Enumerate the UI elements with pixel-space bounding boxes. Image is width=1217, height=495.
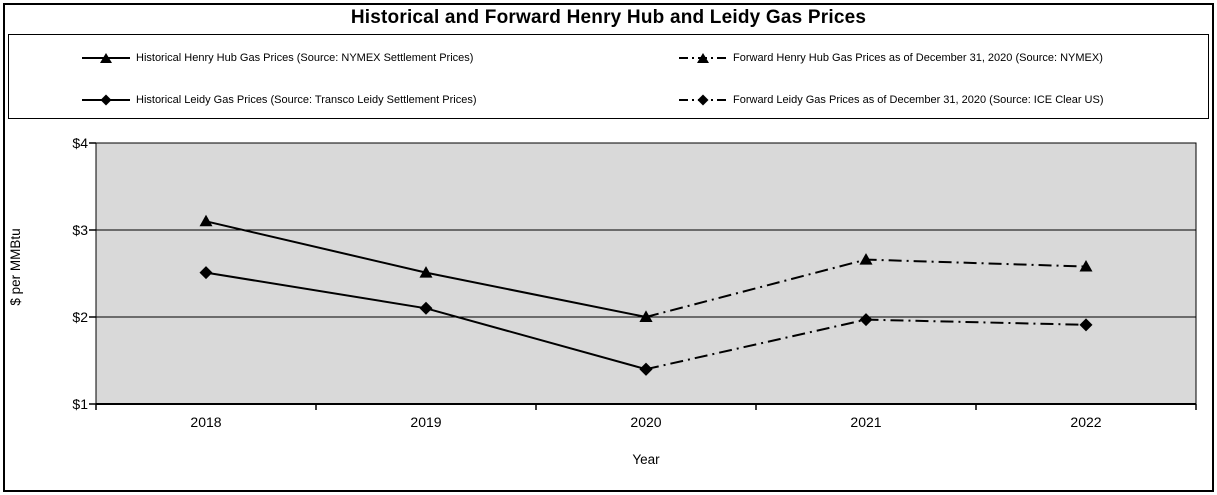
- x-tick-label: 2018: [190, 414, 221, 430]
- y-tick-label: $2: [72, 309, 88, 325]
- chart-title: Historical and Forward Henry Hub and Lei…: [350, 7, 867, 28]
- triangle-data-marker: [419, 266, 433, 278]
- legend-box: Historical Henry Hub Gas Prices (Source:…: [8, 34, 1209, 119]
- x-tick-label: 2022: [1070, 414, 1101, 430]
- y-axis-title: $ per MMBtu: [8, 228, 23, 306]
- dashdot-line-triangle-marker-icon: [678, 52, 728, 64]
- diamond-data-marker: [859, 313, 873, 327]
- diamond-data-marker: [419, 301, 433, 315]
- y-tick-label: $3: [72, 222, 88, 238]
- legend-item-label: Forward Leidy Gas Prices as of December …: [733, 94, 1104, 106]
- solid-line-diamond-marker-icon: [81, 94, 131, 106]
- x-tick-label: 2021: [850, 414, 881, 430]
- y-tick-label: $1: [72, 396, 88, 412]
- x-tick-label: 2020: [630, 414, 661, 430]
- triangle-data-marker: [199, 214, 213, 227]
- legend-item-label: Historical Leidy Gas Prices (Source: Tra…: [136, 94, 477, 106]
- triangle-data-marker: [859, 253, 873, 265]
- x-tick-label: 2019: [410, 414, 441, 430]
- solid-line-triangle-marker-icon: [81, 52, 131, 64]
- legend-item-label: Historical Henry Hub Gas Prices (Source:…: [136, 52, 474, 64]
- triangle-data-marker: [1079, 260, 1093, 272]
- x-axis-title: Year: [632, 452, 660, 467]
- legend-item-label: Forward Henry Hub Gas Prices as of Decem…: [733, 52, 1103, 64]
- chart-frame: Historical and Forward Henry Hub and Lei…: [3, 3, 1214, 492]
- diamond-data-marker: [199, 266, 213, 280]
- legend-item-forward-henry-hub: Forward Henry Hub Gas Prices as of Decem…: [678, 47, 1103, 69]
- diamond-data-marker: [1079, 318, 1093, 332]
- dashdot-line-diamond-marker-icon: [678, 94, 728, 106]
- triangle-data-marker: [639, 310, 653, 322]
- legend-item-historical-leidy: Historical Leidy Gas Prices (Source: Tra…: [81, 89, 477, 111]
- y-tick-label: $4: [72, 135, 88, 151]
- plot-area: [95, 142, 1197, 405]
- diamond-data-marker: [639, 362, 653, 376]
- legend-item-historical-henry-hub: Historical Henry Hub Gas Prices (Source:…: [81, 47, 473, 69]
- legend-item-forward-leidy: Forward Leidy Gas Prices as of December …: [678, 89, 1103, 111]
